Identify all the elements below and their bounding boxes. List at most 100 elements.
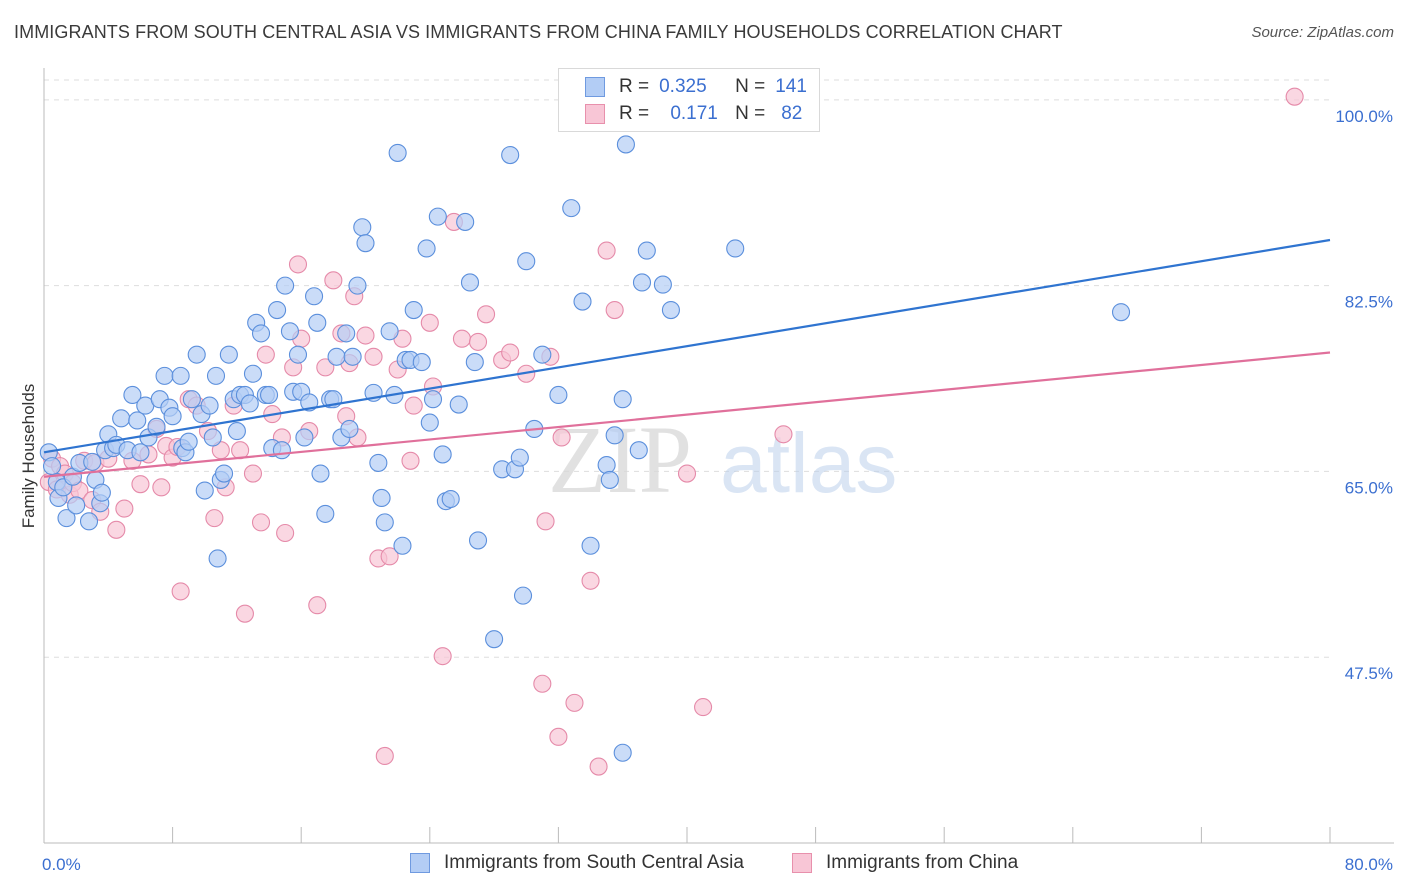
blue-point bbox=[295, 428, 314, 447]
legend-n-label: N = bbox=[735, 103, 766, 124]
blue-point bbox=[510, 448, 529, 467]
watermark-atlas: atlas bbox=[720, 416, 897, 510]
blue-point bbox=[179, 432, 198, 451]
blue-point bbox=[112, 409, 131, 428]
legend-row-china: R = 0.171 N = 82 bbox=[585, 100, 802, 128]
legend-r-label: R = bbox=[619, 76, 650, 97]
trend-lines bbox=[43, 238, 1331, 478]
pink-point bbox=[308, 596, 327, 615]
trend-line-china bbox=[43, 351, 1331, 478]
blue-point bbox=[131, 443, 150, 462]
blue-point bbox=[251, 324, 271, 343]
blue-point bbox=[549, 385, 568, 405]
series-legend-south-central-asia: Immigrants from South Central Asia bbox=[410, 852, 744, 874]
legend-n-label: N = bbox=[735, 76, 766, 97]
pink-point bbox=[565, 693, 584, 712]
tick-labels: 47.5% 65.0% 82.5% 100.0% 0.0% 80.0% bbox=[42, 107, 1393, 874]
pink-point bbox=[375, 746, 394, 765]
pink-point bbox=[536, 512, 555, 531]
blue-point bbox=[441, 489, 460, 509]
blue-point bbox=[219, 345, 238, 364]
series-legend-label: Immigrants from South Central Asia bbox=[444, 852, 744, 873]
pink-point bbox=[677, 464, 697, 483]
pink-point bbox=[452, 329, 472, 348]
x-tick-label: 0.0% bbox=[42, 855, 81, 874]
legend-n-value: 82 bbox=[781, 103, 803, 124]
chart-title: IMMIGRANTS FROM SOUTH CENTRAL ASIA VS IM… bbox=[14, 22, 1063, 42]
pink-point bbox=[171, 582, 190, 601]
blue-point bbox=[449, 395, 468, 414]
blue-point bbox=[288, 345, 308, 364]
blue-point bbox=[206, 366, 226, 385]
blue-point bbox=[417, 239, 436, 258]
blue-point bbox=[67, 496, 86, 515]
pink-point bbox=[533, 674, 552, 693]
blue-point bbox=[605, 426, 624, 445]
blue-point bbox=[433, 445, 452, 464]
blue-point bbox=[123, 385, 142, 405]
pink-point bbox=[131, 475, 150, 494]
blue-point bbox=[726, 239, 745, 258]
blue-point bbox=[404, 301, 423, 320]
blue-point bbox=[163, 407, 182, 426]
blue-point bbox=[272, 441, 291, 460]
legend-r-value: 0.325 bbox=[659, 76, 707, 97]
pink-point bbox=[1285, 87, 1304, 106]
blue-point bbox=[375, 513, 394, 532]
blue-point bbox=[243, 364, 263, 383]
blue-point bbox=[632, 273, 652, 292]
blue-point bbox=[353, 218, 372, 237]
blue-point bbox=[517, 252, 536, 271]
pink-point bbox=[501, 343, 520, 362]
blue-point bbox=[79, 512, 99, 531]
blue-point bbox=[369, 453, 388, 472]
blue-point bbox=[155, 366, 174, 385]
blue-point bbox=[613, 390, 632, 409]
pink-point bbox=[477, 305, 496, 324]
pink-point bbox=[597, 241, 616, 260]
legend-r-value: 0.171 bbox=[670, 103, 718, 124]
blue-point bbox=[465, 353, 484, 372]
blue-point bbox=[468, 531, 488, 550]
pink-point bbox=[243, 464, 263, 483]
blue-point bbox=[187, 345, 206, 364]
correlation-legend: R = 0.325 N = 141 R = 0.171 N = 82 bbox=[558, 68, 820, 132]
pink-point bbox=[605, 301, 624, 320]
series-south-central-asia-points bbox=[39, 135, 1131, 762]
blue-point bbox=[147, 417, 166, 436]
pink-point bbox=[581, 571, 600, 590]
blue-point bbox=[393, 536, 412, 555]
blue-point bbox=[337, 324, 356, 343]
blue-point bbox=[456, 212, 475, 231]
blue-point bbox=[423, 390, 443, 409]
blue-point bbox=[581, 536, 600, 555]
blue-point bbox=[420, 413, 439, 432]
pink-point bbox=[235, 604, 254, 623]
blue-point bbox=[343, 347, 362, 366]
blue-point bbox=[311, 464, 330, 483]
blue-point bbox=[533, 345, 552, 364]
series-legend-label: Immigrants from China bbox=[826, 852, 1019, 873]
blue-point bbox=[195, 481, 214, 500]
blue-point bbox=[240, 394, 259, 413]
blue-point bbox=[308, 313, 327, 332]
pink-point bbox=[420, 313, 439, 332]
pink-point bbox=[468, 332, 488, 351]
watermark: ZIP atlas bbox=[548, 406, 897, 513]
pink-point bbox=[251, 513, 271, 532]
pink-point bbox=[364, 347, 383, 366]
blue-point bbox=[485, 630, 504, 649]
blue-point bbox=[42, 457, 62, 476]
blue-point bbox=[380, 322, 399, 341]
y-tick-label: 47.5% bbox=[1345, 664, 1393, 683]
y-axis-label: Family Households bbox=[19, 384, 38, 529]
pink-point bbox=[115, 499, 134, 518]
blue-point bbox=[637, 241, 656, 260]
pink-point bbox=[694, 698, 713, 717]
y-tick-label: 82.5% bbox=[1345, 293, 1393, 312]
blue-point bbox=[348, 276, 367, 295]
blue-point bbox=[460, 273, 480, 292]
y-tick-label: 100.0% bbox=[1335, 107, 1393, 126]
blue-point bbox=[227, 422, 246, 441]
blue-point bbox=[562, 199, 581, 218]
